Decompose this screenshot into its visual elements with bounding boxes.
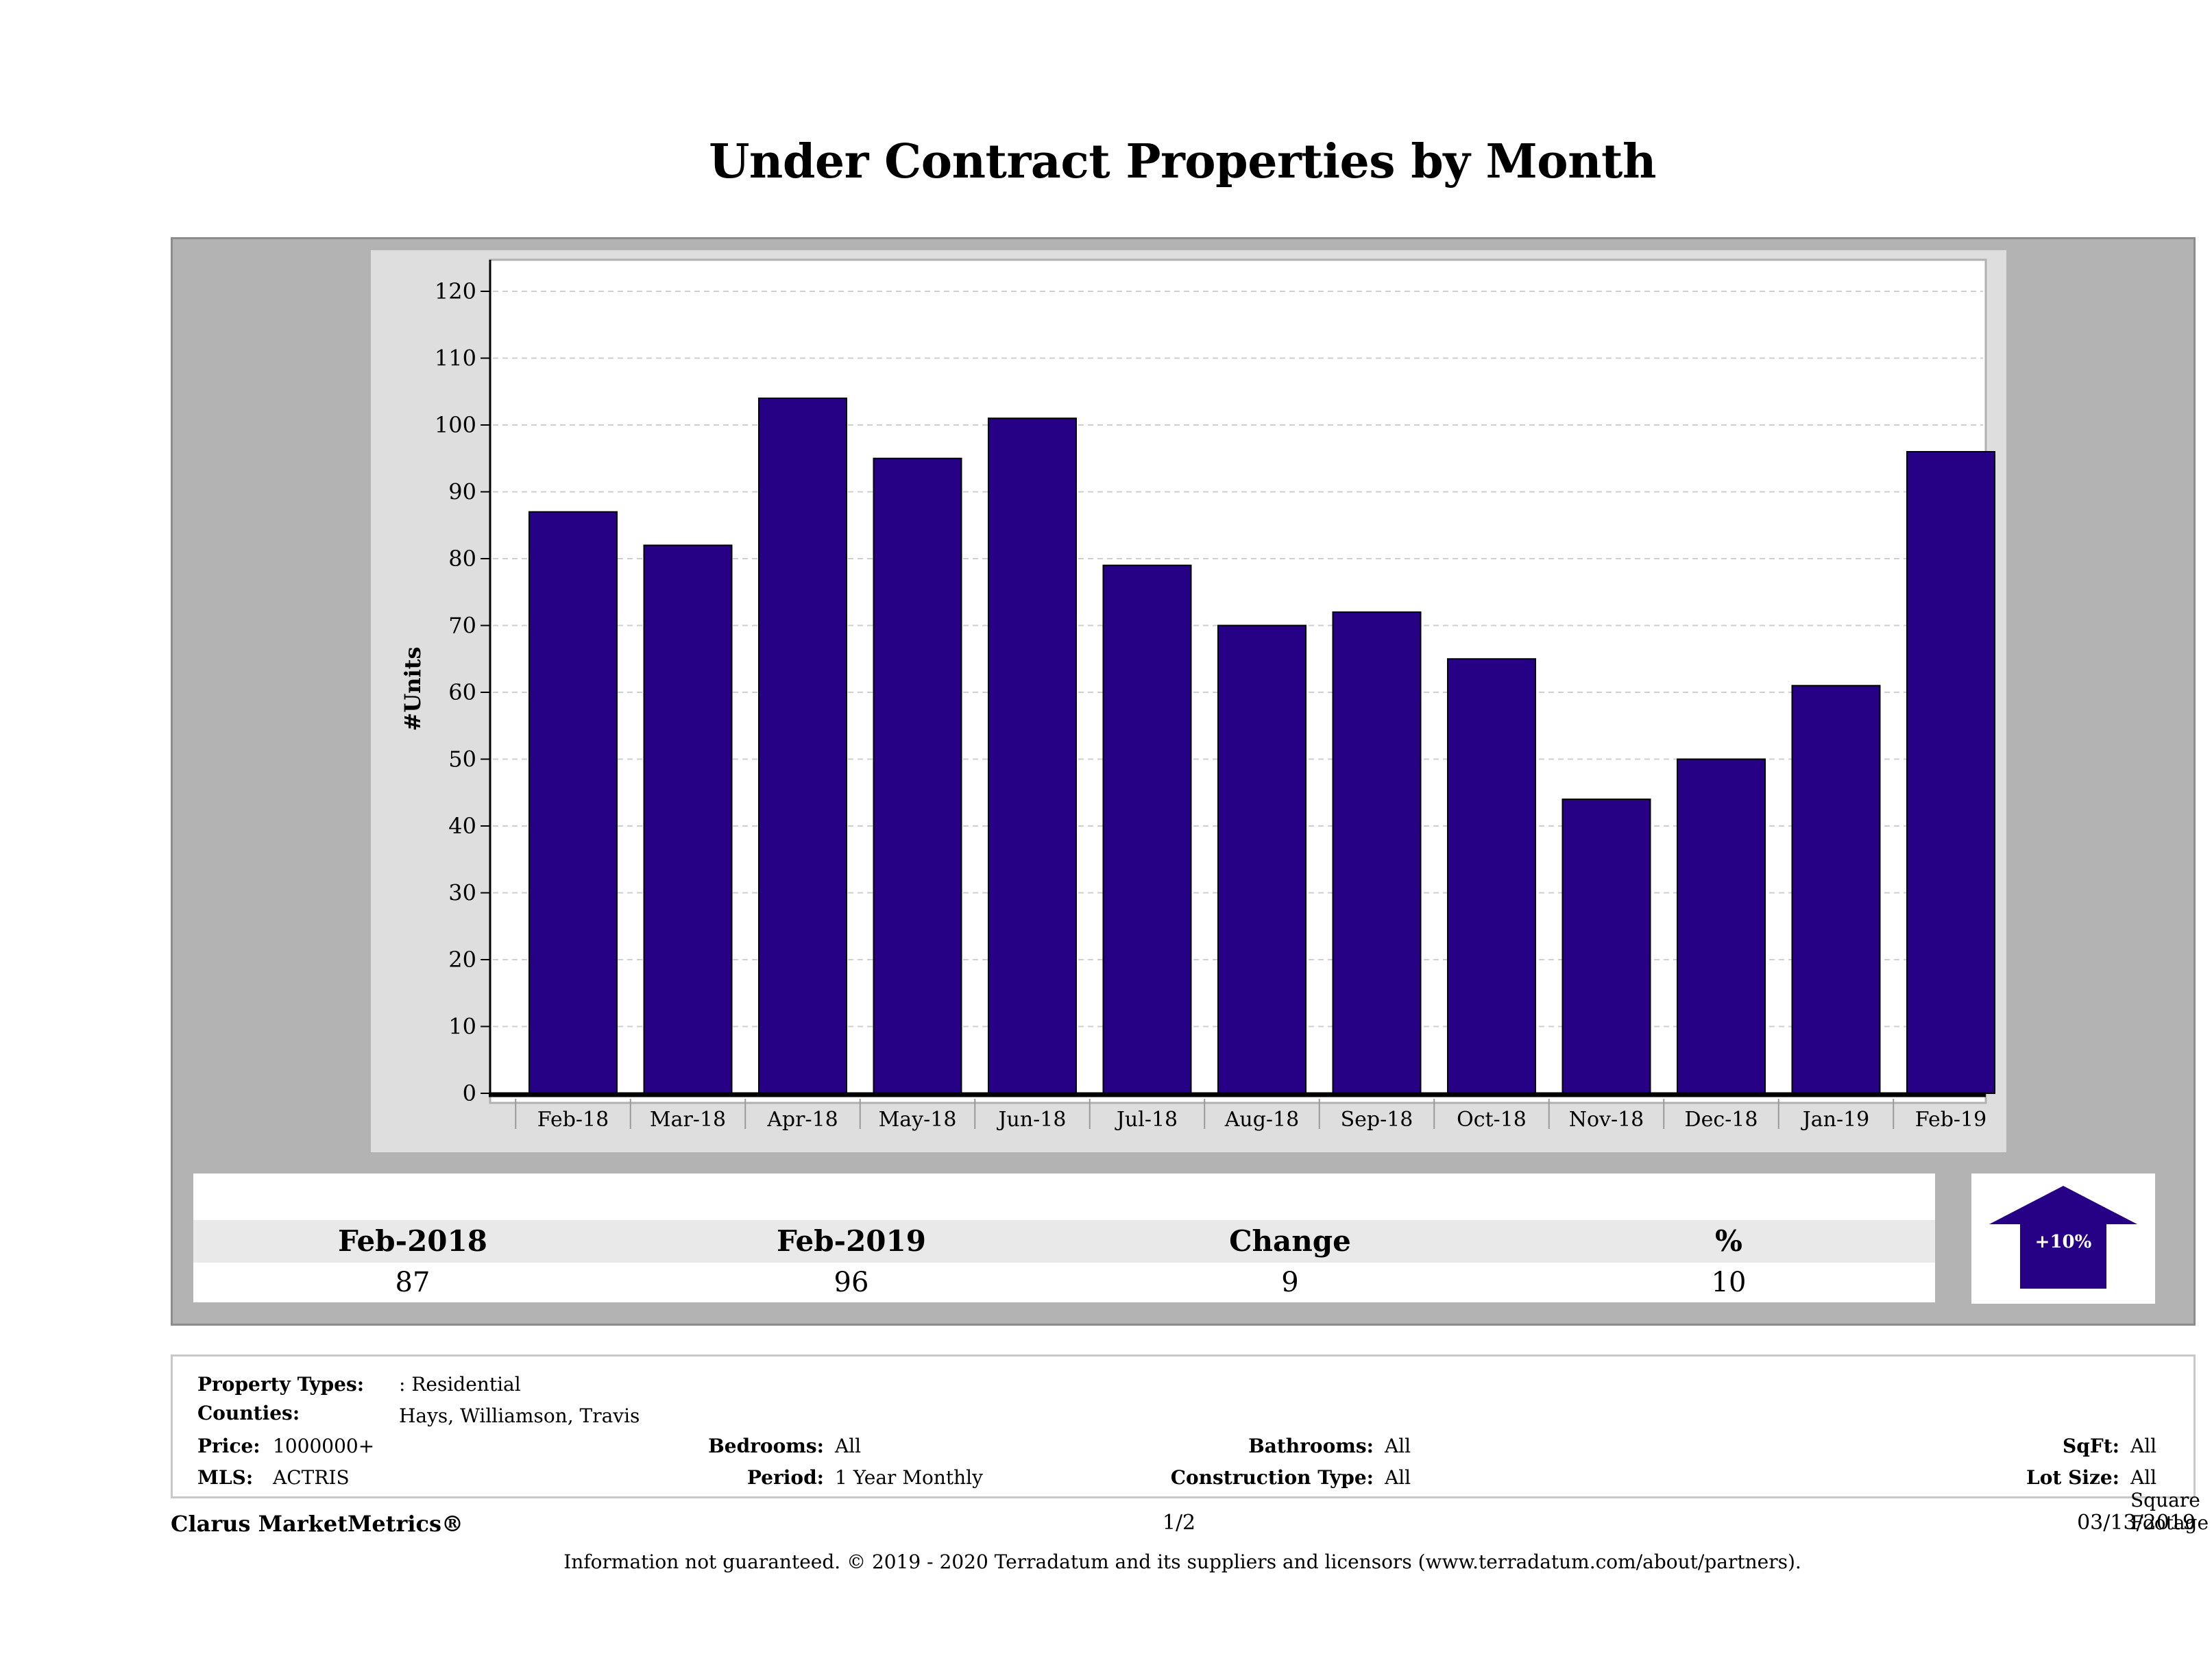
footer-date: 03/13/2019 (2077, 1511, 2196, 1535)
summary-header-change: Change (1229, 1224, 1351, 1258)
mls-label: MLS: (197, 1466, 254, 1489)
footer-page-number: 1/2 (1162, 1511, 1196, 1535)
bar (1332, 611, 1422, 1094)
bar (1677, 758, 1766, 1094)
y-tick-label: 90 (448, 479, 476, 505)
y-tick-label: 110 (435, 345, 476, 372)
bar-chart: 0 10 20 30 40 50 60 70 80 90 100 110 120 Feb-18 Mar-18… (371, 250, 2006, 1152)
summary-header-percent: % (1715, 1224, 1742, 1258)
x-tick-label: Nov-18 (1569, 1108, 1644, 1132)
bar (1102, 564, 1192, 1094)
summary-value-change: 9 (1281, 1267, 1299, 1298)
property-types-label: Property Types: (197, 1373, 365, 1396)
summary-header-feb2019: Feb-2019 (777, 1224, 926, 1258)
x-tick-label: Feb-18 (537, 1108, 609, 1132)
period-label: Period: (746, 1466, 824, 1489)
summary-header-feb2018: Feb-2018 (338, 1224, 487, 1258)
x-tick-label: Oct-18 (1457, 1108, 1527, 1132)
x-tick-label: May-18 (879, 1108, 957, 1132)
sqft-value: All (2130, 1435, 2157, 1457)
y-tick-label: 30 (448, 880, 476, 906)
price-label: Price: (197, 1435, 260, 1457)
construction-type-label: Construction Type: (1170, 1466, 1374, 1489)
bar (873, 457, 962, 1094)
sqft-label: SqFt: (2063, 1435, 2119, 1457)
bedrooms-label: Bedrooms: (708, 1435, 824, 1457)
x-tick-label: Mar-18 (650, 1108, 726, 1132)
x-tick-label: Jun-18 (997, 1108, 1067, 1132)
bar (1906, 451, 1995, 1094)
bathrooms-label: Bathrooms: (1248, 1435, 1374, 1457)
trend-badge: +10% (1971, 1174, 2155, 1304)
lot-size-label: Lot Size: (2026, 1466, 2119, 1489)
x-tick-label: Dec-18 (1685, 1108, 1758, 1132)
up-arrow-shape (1989, 1186, 2137, 1289)
up-arrow-icon: +10% (1989, 1186, 2137, 1289)
summary-blank-row (193, 1174, 1935, 1220)
y-tick-label: 120 (435, 278, 476, 304)
x-tick-label: Sep-18 (1341, 1108, 1413, 1132)
bars (528, 398, 1995, 1094)
y-tick-label: 70 (448, 613, 476, 639)
y-tick-label: 80 (448, 546, 476, 572)
filter-info-box: Property Types: : Residential Counties: … (171, 1354, 2209, 1534)
summary-value-feb2019: 96 (834, 1267, 869, 1298)
mls-value: ACTRIS (273, 1466, 350, 1489)
y-tick-label: 50 (448, 746, 476, 773)
summary-table: Feb-2018 Feb-2019 Change % 87 96 9 10 (182, 1165, 1946, 1306)
bar (643, 544, 733, 1094)
bar (1561, 799, 1651, 1094)
x-tick-label: Jan-19 (1801, 1108, 1870, 1132)
period-value: 1 Year Monthly (835, 1466, 983, 1489)
construction-type-value: All (1385, 1466, 1411, 1489)
y-tick-label: 20 (448, 947, 476, 973)
counties-label: Counties: (197, 1402, 300, 1424)
bedrooms-value: All (835, 1435, 862, 1457)
y-tick-label: 100 (435, 412, 476, 438)
x-tick-label: Jul-18 (1115, 1108, 1178, 1132)
summary-value-percent: 10 (1711, 1267, 1747, 1298)
axes: 0 10 20 30 40 50 60 70 80 90 100 110 120 Feb-18 Mar-18… (435, 260, 1986, 1132)
bar (988, 417, 1077, 1094)
footer-disclaimer: Information not guaranteed. © 2019 - 202… (563, 1551, 1801, 1573)
lot-size-value: All Square Footage (2130, 1466, 2209, 1534)
bar (1217, 624, 1306, 1094)
trend-badge-label: +10% (2035, 1232, 2092, 1252)
price-value: 1000000+ (273, 1435, 375, 1457)
bar (528, 511, 618, 1094)
y-axis-label: #Units (400, 647, 426, 731)
page-title: Under Contract Properties by Month (709, 134, 1656, 189)
summary-value-row: 87 96 9 10 (193, 1263, 1935, 1302)
property-types-value: : Residential (399, 1373, 521, 1396)
bar (1447, 658, 1536, 1094)
y-tick-label: 10 (448, 1014, 476, 1040)
summary-header-row: Feb-2018 Feb-2019 Change % (193, 1220, 1935, 1263)
bar (1791, 685, 1881, 1094)
y-tick-label: 0 (463, 1080, 476, 1106)
bar (758, 398, 847, 1094)
x-tick-label: Apr-18 (766, 1108, 838, 1132)
bathrooms-value: All (1385, 1435, 1411, 1457)
footer-brand: Clarus MarketMetrics® (171, 1511, 464, 1537)
x-tick-label: Aug-18 (1224, 1108, 1300, 1132)
x-tick-label: Feb-19 (1915, 1108, 1986, 1132)
counties-value: Hays, Williamson, Travis (399, 1405, 640, 1427)
summary-value-feb2018: 87 (395, 1267, 430, 1298)
y-tick-label: 40 (448, 813, 476, 839)
y-tick-label: 60 (448, 679, 476, 705)
